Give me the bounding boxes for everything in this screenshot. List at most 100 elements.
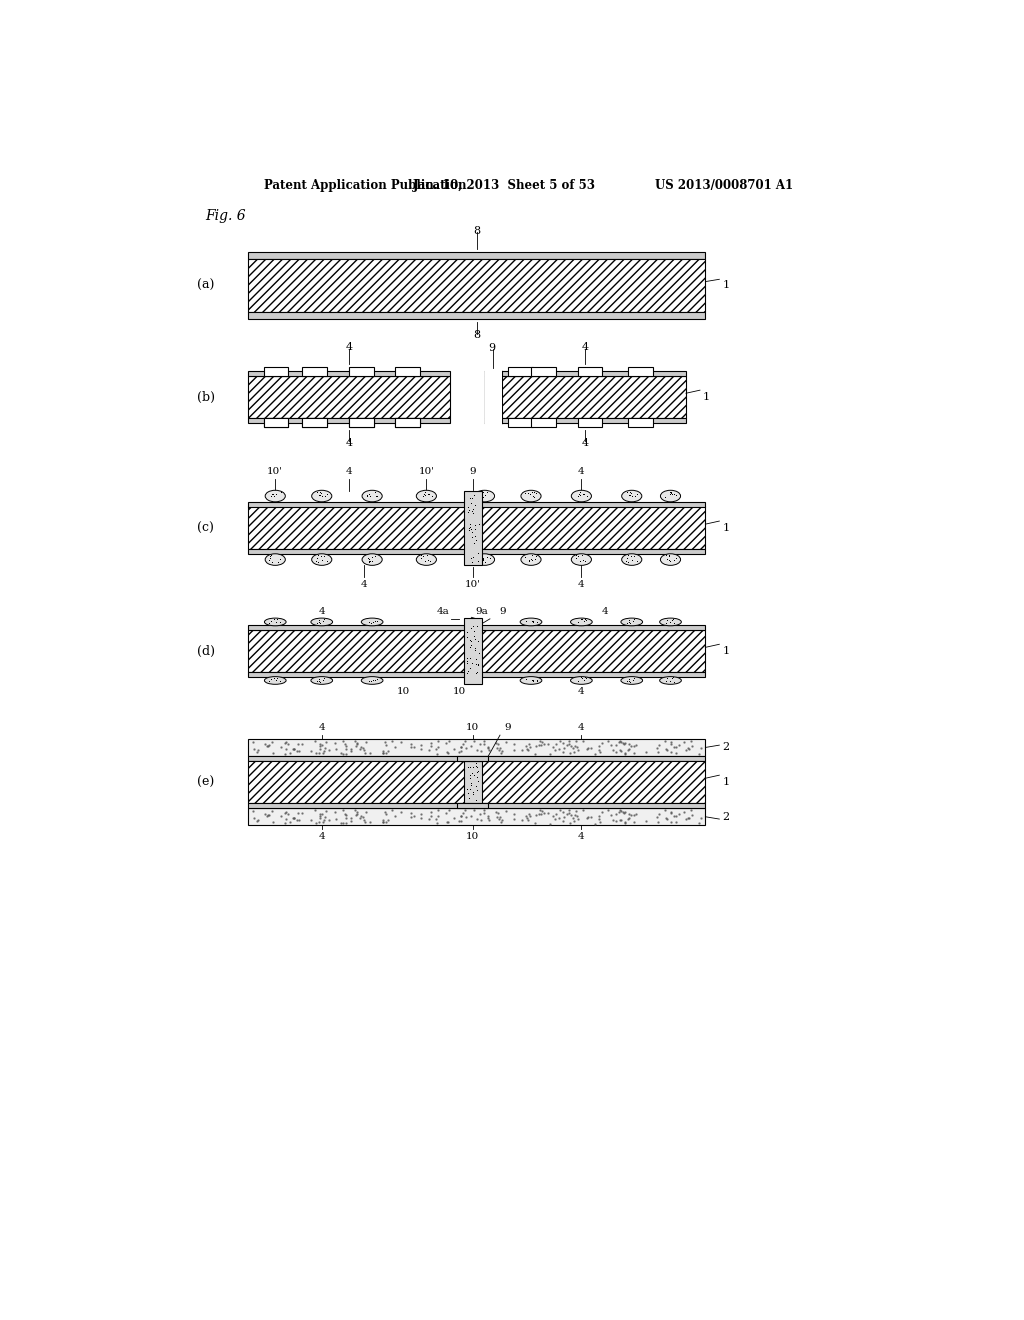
Point [451, 741, 467, 762]
Point [375, 742, 391, 763]
Point [663, 801, 679, 822]
Point [349, 734, 366, 755]
Point [494, 742, 510, 763]
Point [535, 731, 551, 752]
Point [407, 737, 423, 758]
Point [671, 735, 687, 756]
Bar [248, 672, 706, 677]
Text: 1: 1 [722, 647, 729, 656]
Point [278, 743, 294, 764]
Bar [263, 367, 289, 376]
Point [602, 804, 618, 825]
Bar [508, 367, 532, 376]
Point [623, 735, 639, 756]
Point [454, 807, 470, 828]
Point [547, 809, 563, 830]
Point [480, 739, 497, 760]
Point [413, 738, 429, 759]
Point [567, 800, 584, 821]
Point [581, 807, 597, 828]
Point [259, 805, 275, 826]
Text: 9: 9 [505, 723, 511, 731]
Point [542, 743, 558, 764]
Point [355, 809, 372, 830]
Text: 10: 10 [453, 686, 466, 696]
Point [457, 800, 473, 821]
Point [560, 800, 577, 821]
Point [289, 741, 305, 762]
Point [567, 731, 584, 752]
Point [245, 800, 261, 821]
Point [358, 731, 375, 752]
Point [626, 804, 642, 825]
Bar [302, 418, 328, 428]
Text: 9a: 9a [476, 607, 488, 615]
Point [314, 812, 331, 833]
Ellipse shape [311, 677, 333, 684]
Point [663, 731, 679, 752]
Point [554, 810, 570, 832]
Point [668, 812, 684, 833]
Point [286, 808, 302, 829]
Point [545, 805, 561, 826]
Ellipse shape [361, 618, 383, 626]
Point [518, 805, 535, 826]
Point [626, 735, 642, 756]
Point [355, 807, 372, 828]
Point [438, 733, 455, 754]
Point [650, 804, 667, 825]
Point [561, 743, 578, 764]
Point [423, 805, 439, 826]
Point [445, 739, 462, 760]
Point [375, 741, 391, 762]
Point [490, 808, 507, 829]
Point [547, 739, 563, 760]
Point [663, 742, 679, 763]
Point [250, 739, 266, 760]
Point [494, 741, 510, 762]
Point [649, 810, 666, 832]
Bar [302, 418, 328, 428]
Point [668, 737, 684, 758]
Point [616, 743, 633, 764]
Point [285, 738, 301, 759]
Point [621, 809, 637, 830]
Ellipse shape [311, 554, 332, 565]
Point [526, 743, 543, 764]
Point [347, 800, 364, 821]
Point [570, 809, 587, 830]
Point [613, 741, 630, 762]
Text: (b): (b) [197, 391, 214, 404]
Point [487, 733, 504, 754]
Point [591, 809, 607, 830]
Point [656, 800, 673, 821]
Point [683, 730, 699, 751]
Point [622, 808, 638, 829]
Bar [248, 756, 706, 762]
Point [352, 808, 369, 829]
Text: (c): (c) [197, 521, 214, 535]
Bar [248, 549, 706, 554]
Bar [458, 756, 488, 762]
Point [312, 808, 329, 829]
Point [536, 803, 552, 824]
Point [316, 738, 333, 759]
Point [307, 812, 324, 833]
Bar [248, 313, 706, 318]
Point [479, 808, 496, 829]
Point [514, 739, 530, 760]
Ellipse shape [264, 677, 286, 684]
Point [613, 810, 630, 832]
Ellipse shape [622, 554, 642, 565]
Point [622, 738, 638, 759]
Ellipse shape [311, 618, 333, 626]
Point [532, 804, 549, 825]
Bar [248, 803, 706, 808]
Point [377, 801, 393, 822]
Point [318, 800, 335, 821]
Point [377, 734, 393, 755]
Point [439, 742, 456, 763]
Point [527, 804, 544, 825]
Text: 9: 9 [488, 343, 496, 352]
Point [611, 730, 628, 751]
